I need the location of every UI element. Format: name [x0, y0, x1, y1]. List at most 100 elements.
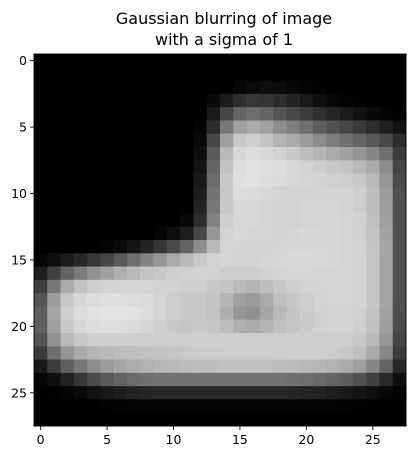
- heatmap-cell: [392, 133, 407, 148]
- heatmap-cell: [313, 253, 327, 267]
- heatmap-cell: [339, 186, 354, 201]
- heatmap-cell: [366, 319, 380, 334]
- heatmap-cell: [366, 54, 380, 68]
- heatmap-cell: [73, 226, 88, 241]
- heatmap-cell: [259, 200, 274, 214]
- heatmap-cell: [233, 173, 247, 188]
- heatmap-cell: [233, 293, 247, 307]
- heatmap-cell: [286, 346, 301, 360]
- heatmap-cell: [73, 107, 88, 121]
- heatmap-cell: [392, 186, 407, 201]
- heatmap-cell: [220, 120, 234, 135]
- heatmap-cell: [153, 160, 168, 174]
- heatmap-cell: [299, 200, 314, 214]
- heatmap-cell: [339, 386, 354, 400]
- y-tick-label: 10: [11, 186, 27, 201]
- heatmap-cell: [113, 107, 128, 121]
- heatmap-cell: [100, 173, 115, 188]
- heatmap-cell: [127, 133, 141, 148]
- heatmap-cell: [246, 107, 261, 121]
- heatmap-cell: [100, 93, 115, 108]
- heatmap-cell: [140, 213, 154, 228]
- heatmap-cell: [379, 120, 394, 135]
- heatmap-cell: [352, 240, 367, 254]
- heatmap-cell: [339, 133, 354, 148]
- heatmap-cell: [392, 306, 407, 321]
- heatmap-cell: [326, 67, 340, 81]
- heatmap-cell: [220, 54, 234, 68]
- heatmap-cell: [140, 120, 154, 135]
- heatmap-cell: [392, 333, 407, 347]
- heatmap-cell: [180, 253, 194, 267]
- heatmap-cell: [180, 266, 194, 281]
- heatmap-cell: [100, 412, 115, 427]
- heatmap-cell: [366, 80, 380, 95]
- heatmap-cell: [379, 160, 394, 174]
- heatmap-cell: [34, 240, 48, 254]
- heatmap-cell: [313, 200, 327, 214]
- heatmap-cell: [339, 54, 354, 68]
- heatmap-cell: [127, 240, 141, 254]
- heatmap-cell: [392, 120, 407, 135]
- heatmap-cell: [100, 67, 115, 81]
- heatmap-cell: [286, 333, 301, 347]
- heatmap-cell: [313, 412, 327, 427]
- heatmap-cell: [87, 133, 101, 148]
- heatmap-cell: [153, 147, 168, 161]
- x-tick-label: 20: [298, 432, 314, 447]
- heatmap-cell: [127, 253, 141, 267]
- heatmap-cell: [206, 253, 221, 267]
- heatmap-cell: [339, 412, 354, 427]
- heatmap-cell: [113, 319, 128, 334]
- heatmap-cell: [313, 147, 327, 161]
- heatmap-cell: [352, 386, 367, 400]
- heatmap-cell: [73, 253, 88, 267]
- heatmap-cell: [233, 240, 247, 254]
- heatmap-cell: [246, 253, 261, 267]
- heatmap-cell: [286, 147, 301, 161]
- heatmap-cell: [193, 333, 208, 347]
- heatmap-cell: [193, 186, 208, 201]
- heatmap-cell: [206, 266, 221, 281]
- heatmap-cell: [34, 319, 48, 334]
- heatmap-cell: [47, 120, 61, 135]
- heatmap-cell: [73, 240, 88, 254]
- heatmap-cell: [34, 399, 48, 414]
- heatmap-cell: [339, 279, 354, 294]
- heatmap-cell: [246, 399, 261, 414]
- heatmap-cell: [233, 67, 247, 81]
- heatmap-cell: [246, 120, 261, 135]
- heatmap-cell: [127, 372, 141, 387]
- heatmap-cell: [326, 93, 340, 108]
- heatmap-cell: [180, 133, 194, 148]
- heatmap-cell: [352, 54, 367, 68]
- heatmap-cell: [220, 160, 234, 174]
- heatmap-cell: [233, 399, 247, 414]
- heatmap-cell: [34, 346, 48, 360]
- heatmap-cell: [273, 107, 287, 121]
- heatmap-cell: [193, 67, 208, 81]
- heatmap-cell: [100, 359, 115, 374]
- heatmap-cell: [366, 147, 380, 161]
- heatmap-cell: [60, 133, 75, 148]
- heatmap-cell: [233, 372, 247, 387]
- heatmap-cell: [100, 266, 115, 281]
- heatmap-cell: [87, 147, 101, 161]
- heatmap-cell: [233, 213, 247, 228]
- heatmap-cell: [47, 399, 61, 414]
- heatmap-cell: [246, 67, 261, 81]
- heatmap-cell: [273, 266, 287, 281]
- heatmap-cell: [220, 173, 234, 188]
- heatmap-cell: [313, 266, 327, 281]
- heatmap-cell: [246, 412, 261, 427]
- heatmap-cell: [299, 160, 314, 174]
- heatmap-cell: [100, 346, 115, 360]
- heatmap-cell: [100, 226, 115, 241]
- heatmap-cell: [73, 412, 88, 427]
- heatmap-cell: [113, 54, 128, 68]
- heatmap-cell: [140, 359, 154, 374]
- plot-frame: [33, 53, 407, 427]
- heatmap-cell: [233, 120, 247, 135]
- heatmap-cell: [259, 346, 274, 360]
- heatmap-cell: [366, 372, 380, 387]
